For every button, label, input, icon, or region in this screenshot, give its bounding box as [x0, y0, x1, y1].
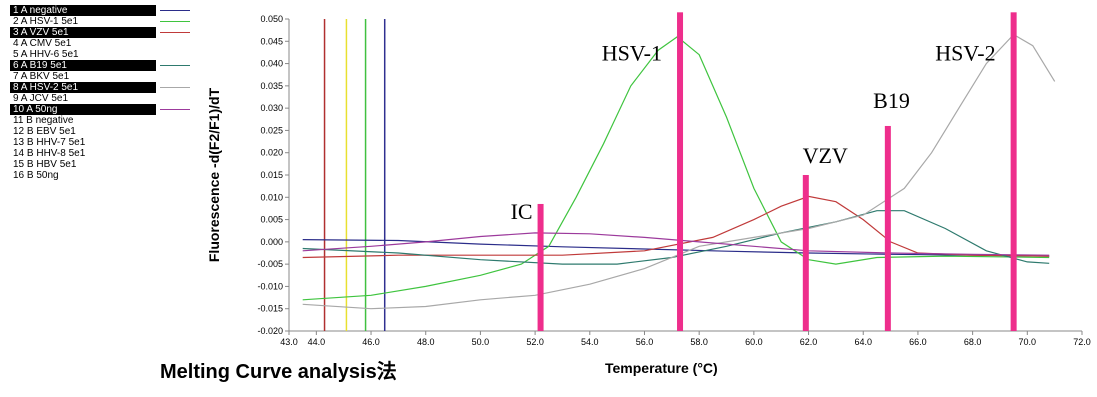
y-tick-label: -0.015 [257, 304, 283, 314]
legend-label: 4 A CMV 5e1 [13, 38, 72, 49]
legend-label: 2 A HSV-1 5e1 [13, 16, 79, 27]
legend-label: 14 B HHV-8 5e1 [13, 148, 86, 159]
legend-swatch [160, 32, 190, 33]
y-axis-label: Fluorescence -d(F2/F1)/dT [206, 87, 222, 263]
legend-item[interactable]: 5 A HHV-6 5e1 [10, 49, 210, 60]
peak-marker [1010, 12, 1017, 332]
legend-swatch [160, 87, 190, 88]
x-tick-label: 62.0 [800, 337, 818, 347]
x-tick-label: 50.0 [472, 337, 490, 347]
legend: 1 A negative 2 A HSV-1 5e1 3 A VZV 5e1 4 A … [10, 5, 210, 181]
legend-label: 11 B negative [13, 115, 74, 126]
x-tick-label: 58.0 [690, 337, 708, 347]
y-tick-label: -0.020 [257, 326, 283, 336]
legend-item[interactable]: 8 A HSV-2 5e1 [10, 82, 210, 93]
legend-item[interactable]: 2 A HSV-1 5e1 [10, 16, 210, 27]
x-tick-label: 68.0 [964, 337, 982, 347]
legend-item[interactable]: 15 B HBV 5e1 [10, 159, 210, 170]
y-tick-label: 0.040 [260, 59, 283, 69]
y-tick-label: 0.015 [260, 170, 283, 180]
y-tick-label: -0.005 [257, 259, 283, 269]
series-line [302, 195, 1050, 259]
series-line [302, 239, 1050, 257]
y-tick-label: 0.000 [260, 237, 283, 247]
legend-label: 6 A B19 5e1 [10, 60, 156, 71]
legend-item[interactable]: 3 A VZV 5e1 [10, 27, 210, 38]
x-tick-label: 44.0 [308, 337, 326, 347]
y-tick-label: 0.025 [260, 125, 283, 135]
legend-swatch [160, 21, 190, 22]
peak-label: HSV-1 [602, 40, 662, 65]
y-tick-label: 0.020 [260, 148, 283, 158]
legend-item[interactable]: 1 A negative [10, 5, 210, 16]
x-tick-label: 46.0 [362, 337, 380, 347]
x-tick-label: 48.0 [417, 337, 435, 347]
y-tick-label: -0.010 [257, 281, 283, 291]
peak-label: VZV [803, 143, 848, 168]
legend-label: 1 A negative [10, 5, 156, 16]
legend-item[interactable]: 11 B negative [10, 115, 210, 126]
x-tick-label: 43.0 [280, 337, 298, 347]
legend-label: 12 B EBV 5e1 [13, 126, 76, 137]
y-tick-label: 0.045 [260, 36, 283, 46]
y-tick-label: 0.010 [260, 192, 283, 202]
legend-item[interactable]: 16 B 50ng [10, 170, 210, 181]
y-tick-label: 0.035 [260, 81, 283, 91]
legend-swatch [160, 109, 190, 110]
legend-item[interactable]: 13 B HHV-7 5e1 [10, 137, 210, 148]
x-tick-label: 72.0 [1073, 337, 1091, 347]
legend-item[interactable]: 14 B HHV-8 5e1 [10, 148, 210, 159]
peak-marker [802, 175, 809, 331]
caption: Melting Curve analysis法 [160, 361, 397, 383]
x-tick-label: 60.0 [745, 337, 763, 347]
x-tick-label: 64.0 [854, 337, 872, 347]
x-tick-label: 52.0 [526, 337, 544, 347]
legend-label: 3 A VZV 5e1 [10, 27, 156, 38]
legend-item[interactable]: 9 A JCV 5e1 [10, 93, 210, 104]
legend-item[interactable]: 4 A CMV 5e1 [10, 38, 210, 49]
peak-marker [884, 125, 891, 331]
peak-marker [677, 12, 684, 332]
peak-label: B19 [873, 88, 910, 113]
y-tick-label: 0.030 [260, 103, 283, 113]
legend-item[interactable]: 7 A BKV 5e1 [10, 71, 210, 82]
x-tick-label: 56.0 [636, 337, 654, 347]
legend-label: 5 A HHV-6 5e1 [13, 49, 79, 60]
legend-label: 16 B 50ng [13, 170, 59, 181]
legend-label: 9 A JCV 5e1 [13, 93, 69, 104]
legend-item[interactable]: 6 A B19 5e1 [10, 60, 210, 71]
x-tick-label: 66.0 [909, 337, 927, 347]
peak-label: IC [511, 199, 533, 224]
legend-swatch [160, 10, 190, 11]
legend-label: 8 A HSV-2 5e1 [10, 82, 156, 93]
y-tick-label: 0.005 [260, 215, 283, 225]
x-axis-label: Temperature (°C) [605, 360, 718, 376]
x-tick-label: 70.0 [1019, 337, 1037, 347]
legend-label: 7 A BKV 5e1 [13, 71, 70, 82]
series-line [302, 33, 1056, 310]
peak-label: HSV-2 [935, 40, 995, 65]
y-tick-label: 0.050 [260, 14, 283, 24]
legend-item[interactable]: 12 B EBV 5e1 [10, 126, 210, 137]
legend-label: 15 B HBV 5e1 [13, 159, 77, 170]
peak-marker [537, 203, 544, 331]
legend-label: 10 A 50ng [10, 104, 156, 115]
legend-label: 13 B HHV-7 5e1 [13, 137, 86, 148]
legend-swatch [160, 65, 190, 66]
x-tick-label: 54.0 [581, 337, 599, 347]
legend-item[interactable]: 10 A 50ng [10, 104, 210, 115]
series-line [302, 36, 1050, 301]
